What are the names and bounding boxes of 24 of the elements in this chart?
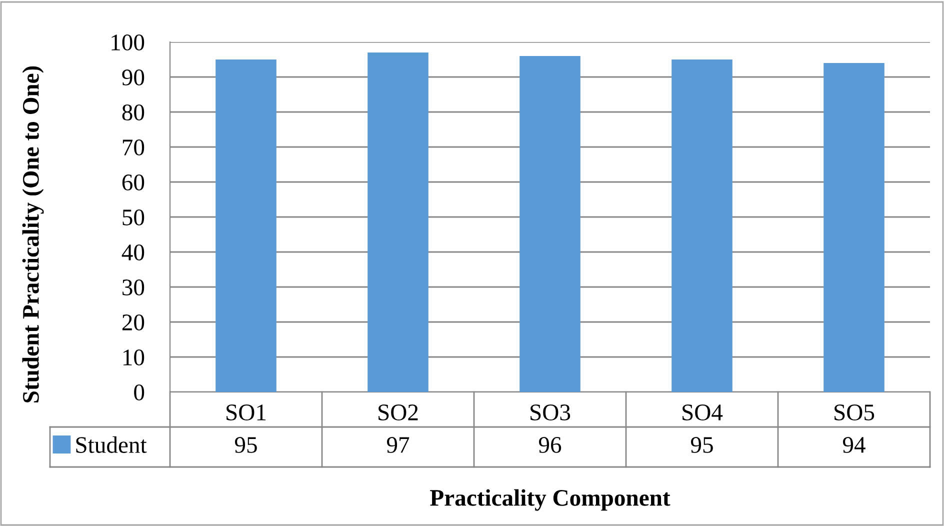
y-tick-label: 10	[123, 349, 144, 366]
y-axis-title: Student Practicality (One to One)	[22, 66, 44, 402]
y-tick-label: 50	[122, 209, 144, 226]
y-tick-label: 40	[122, 244, 144, 260]
y-tick-label: 80	[122, 104, 144, 120]
y-tick-label: 20	[122, 314, 144, 330]
data-label: 96	[538, 437, 562, 453]
x-axis-title: Practicality Component	[430, 489, 670, 511]
x-tick-label: SO5	[834, 404, 874, 420]
legend-label: Student	[76, 436, 147, 453]
y-tick-label: 0	[134, 384, 144, 400]
x-tick-label: SO2	[378, 404, 418, 420]
x-tick-label: SO3	[530, 404, 570, 420]
data-label: 95	[234, 437, 257, 453]
data-label: 97	[386, 437, 410, 453]
data-label: 94	[842, 437, 866, 453]
y-tick-label: 30	[122, 279, 144, 296]
y-tick-label: 60	[122, 174, 144, 190]
x-tick-label: SO1	[226, 404, 266, 420]
y-tick-label: 90	[122, 69, 144, 86]
data-label: 95	[690, 437, 713, 453]
y-tick-label: 100	[112, 34, 144, 50]
y-tick-label: 70	[122, 139, 144, 156]
x-tick-label: SO4	[682, 404, 723, 420]
